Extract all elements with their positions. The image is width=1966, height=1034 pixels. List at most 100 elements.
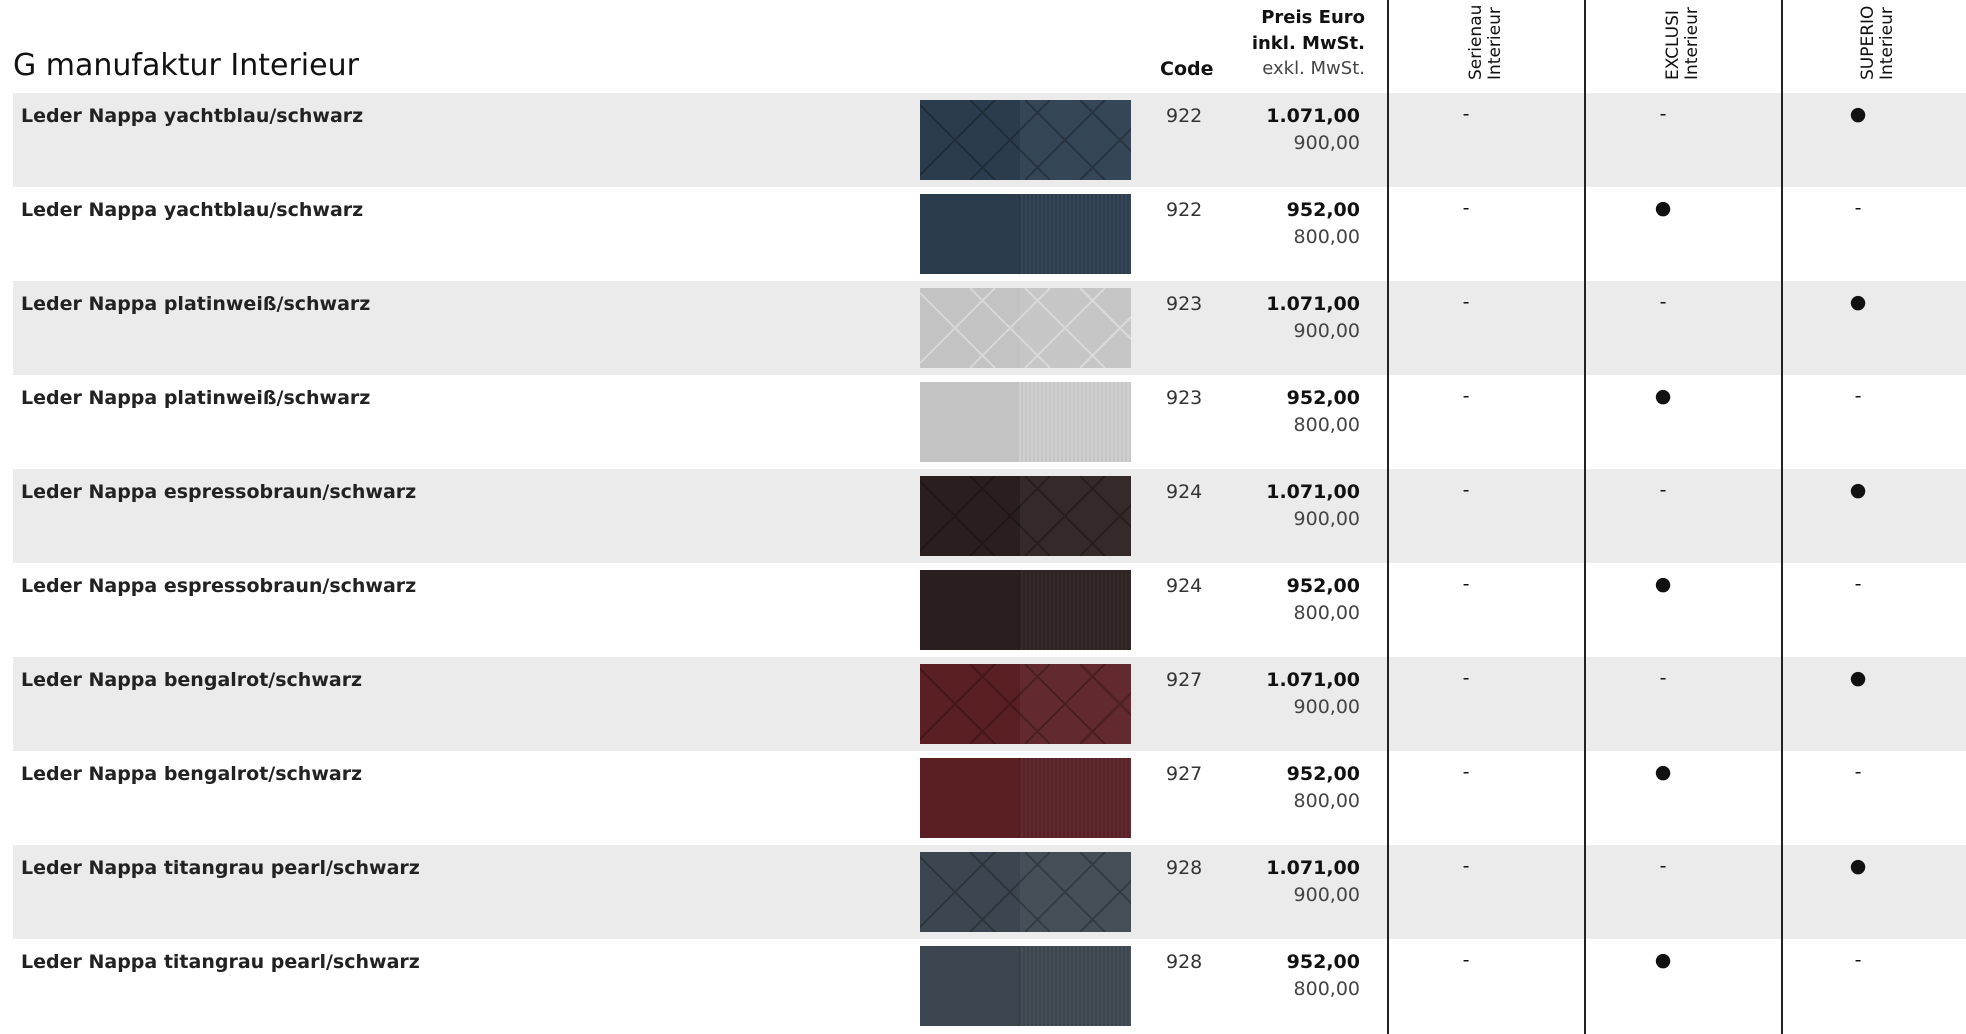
swatch-texture — [1019, 758, 1131, 838]
price-incl: 1.071,00 — [1266, 669, 1360, 691]
availability: - — [1462, 479, 1470, 501]
availability: - — [1854, 385, 1862, 407]
price-incl: 952,00 — [1286, 199, 1360, 221]
swatch — [920, 570, 1131, 650]
price-incl: 952,00 — [1286, 387, 1360, 409]
price-incl: 952,00 — [1286, 763, 1360, 785]
availability: ● — [1849, 479, 1867, 501]
price-incl: 952,00 — [1286, 951, 1360, 973]
divider — [1584, 0, 1586, 1034]
price-excl: 800,00 — [1293, 790, 1360, 812]
price-incl: 1.071,00 — [1266, 857, 1360, 879]
column-header-line: Interieur — [1877, 7, 1897, 80]
swatch — [920, 946, 1131, 1026]
swatch-texture — [920, 288, 1131, 368]
table-row: Leder Nappa titangrau pearl/schwarz 928 1.… — [13, 845, 1966, 939]
divider — [1387, 0, 1389, 1034]
item-name: Leder Nappa titangrau pearl/schwarz — [21, 857, 420, 879]
code: 928 — [1166, 951, 1203, 973]
item-name: Leder Nappa bengalrot/schwarz — [21, 763, 363, 785]
swatch — [920, 100, 1131, 180]
code: 927 — [1166, 763, 1203, 785]
availability: ● — [1654, 573, 1672, 595]
price-excl: 900,00 — [1293, 884, 1360, 906]
table-row: Leder Nappa yachtblau/schwarz 922 1.071,00… — [13, 93, 1966, 187]
table-row: Leder Nappa bengalrot/schwarz 927 952,00 80… — [13, 751, 1966, 845]
item-name: Leder Nappa espressobraun/schwarz — [21, 575, 417, 597]
table-row: Leder Nappa espressobraun/schwarz 924 1.07… — [13, 469, 1966, 563]
price-excl: 900,00 — [1293, 696, 1360, 718]
swatch-texture — [920, 476, 1131, 556]
price-incl: 1.071,00 — [1266, 481, 1360, 503]
availability: - — [1462, 573, 1470, 595]
code: 923 — [1166, 293, 1203, 315]
availability: - — [1462, 291, 1470, 313]
availability: ● — [1849, 855, 1867, 877]
table-row: Leder Nappa platinweiß/schwarz 923 952,00 8… — [13, 375, 1966, 469]
swatch — [920, 476, 1131, 556]
column-header-line: EXCLUSI — [1663, 10, 1683, 80]
availability: ● — [1654, 385, 1672, 407]
availability: - — [1462, 855, 1470, 877]
table-row: Leder Nappa yachtblau/schwarz 922 952,00 80… — [13, 187, 1966, 281]
column-header-line: Serienau — [1466, 4, 1486, 80]
price-incl: 1.071,00 — [1266, 293, 1360, 315]
swatch-texture — [1019, 194, 1131, 274]
swatch — [920, 288, 1131, 368]
availability: - — [1659, 479, 1667, 501]
swatch-texture — [920, 100, 1131, 180]
item-name: Leder Nappa yachtblau/schwarz — [21, 105, 364, 127]
availability: - — [1854, 761, 1862, 783]
availability: ● — [1654, 197, 1672, 219]
availability: - — [1462, 949, 1470, 971]
swatch-texture — [1019, 382, 1131, 462]
column-header-line: Interieur — [1485, 7, 1505, 80]
availability: - — [1462, 197, 1470, 219]
availability: - — [1854, 573, 1862, 595]
swatch — [920, 664, 1131, 744]
title: G manufaktur Interieur — [13, 48, 359, 83]
table-row: Leder Nappa titangrau pearl/schwarz 928 95… — [13, 939, 1966, 1033]
item-name: Leder Nappa bengalrot/schwarz — [21, 669, 363, 691]
availability: - — [1462, 761, 1470, 783]
code: 923 — [1166, 387, 1203, 409]
item-name: Leder Nappa titangrau pearl/schwarz — [21, 951, 420, 973]
column-header-line: Interieur — [1682, 7, 1702, 80]
code: 922 — [1166, 105, 1203, 127]
price-excl: 900,00 — [1293, 320, 1360, 342]
price-incl: 1.071,00 — [1266, 105, 1360, 127]
availability: - — [1462, 103, 1470, 125]
item-name: Leder Nappa platinweiß/schwarz — [21, 293, 371, 315]
column-header: Serienau Interieur — [1466, 4, 1505, 80]
swatch-texture — [920, 664, 1131, 744]
item-name: Leder Nappa espressobraun/schwarz — [21, 481, 417, 503]
item-name: Leder Nappa platinweiß/schwarz — [21, 387, 371, 409]
code-header: Code — [1160, 58, 1214, 80]
code: 924 — [1166, 575, 1203, 597]
column-header-line: SUPERIO — [1858, 5, 1878, 80]
price-excl: 800,00 — [1293, 602, 1360, 624]
availability: ● — [1849, 667, 1867, 689]
code: 927 — [1166, 669, 1203, 691]
code: 924 — [1166, 481, 1203, 503]
price-excl: 800,00 — [1293, 978, 1360, 1000]
price-excl: 900,00 — [1293, 132, 1360, 154]
swatch-texture — [1019, 570, 1131, 650]
price-excl-header: exkl. MwSt. — [1262, 58, 1365, 79]
availability: - — [1659, 291, 1667, 313]
availability: ● — [1654, 761, 1672, 783]
table-row: Leder Nappa espressobraun/schwarz 924 952,… — [13, 563, 1966, 657]
swatch — [920, 852, 1131, 932]
swatch — [920, 194, 1131, 274]
table-row: Leder Nappa bengalrot/schwarz 927 1.071,00… — [13, 657, 1966, 751]
price-header: Preis Euro — [1261, 7, 1365, 28]
availability: - — [1854, 949, 1862, 971]
availability: - — [1854, 197, 1862, 219]
price-excl: 900,00 — [1293, 508, 1360, 530]
availability: - — [1659, 103, 1667, 125]
availability: ● — [1849, 291, 1867, 313]
table-row: Leder Nappa platinweiß/schwarz 923 1.071,0… — [13, 281, 1966, 375]
price-excl: 800,00 — [1293, 414, 1360, 436]
swatch — [920, 382, 1131, 462]
